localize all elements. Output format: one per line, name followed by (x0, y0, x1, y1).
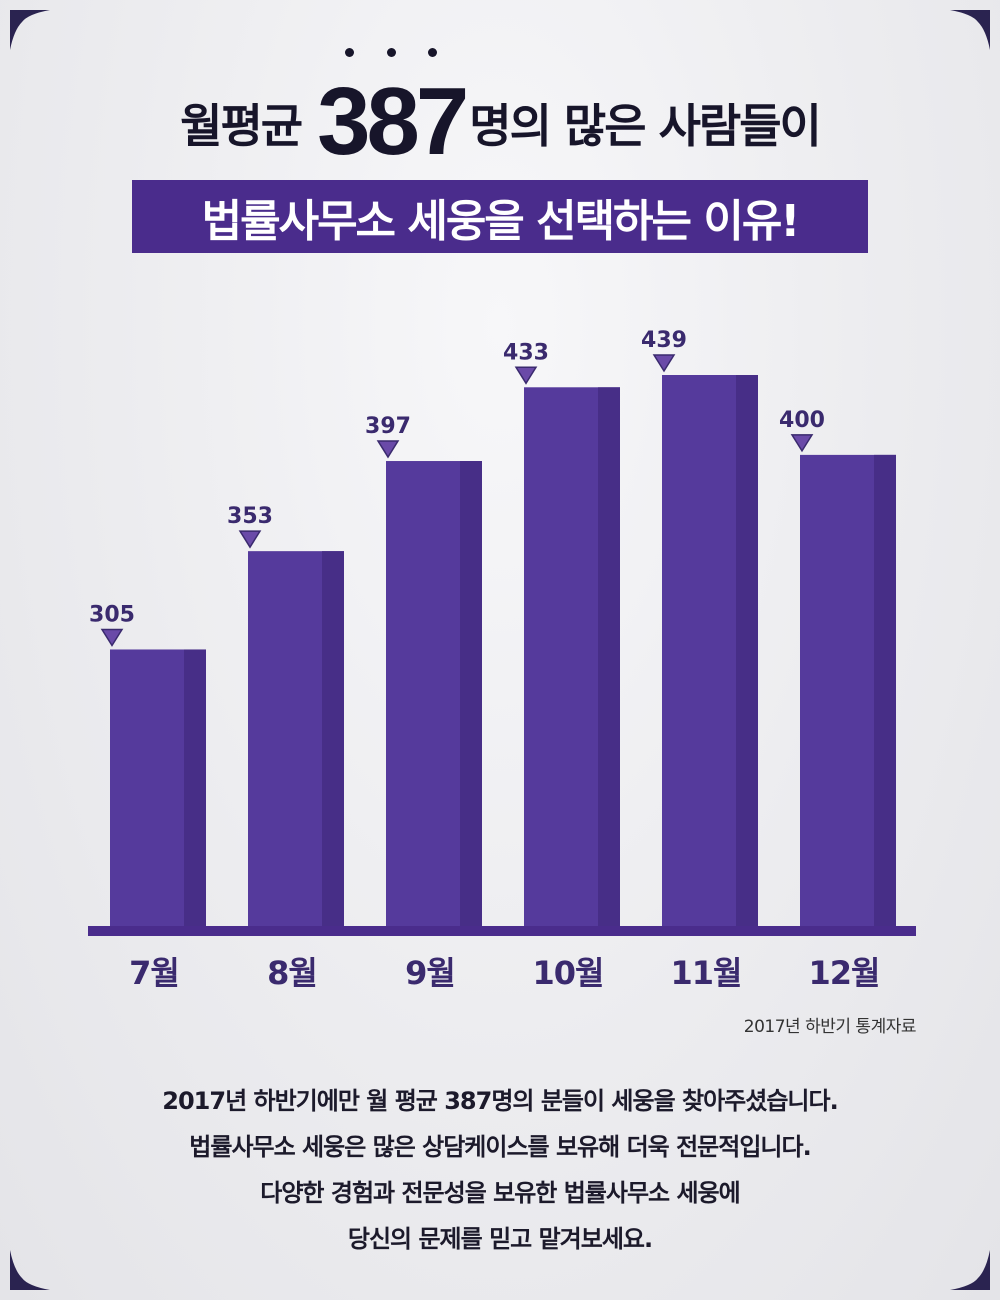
bar-shade-11월 (736, 375, 758, 926)
bar-value-label-11월: 439 (641, 328, 687, 353)
bar-shade-9월 (460, 461, 482, 926)
description-line-2: 법률사무소 세웅은 많은 상담케이스를 보유해 더욱 전문적입니다. (189, 1133, 811, 1161)
description-line-3: 다양한 경험과 전문성을 보유한 법률사무소 세웅에 (260, 1179, 740, 1207)
bar-value-label-12월: 400 (779, 408, 825, 433)
monthly-visitors-bar-chart: 305 7월 353 8월 397 9월 433 10월 439 11월 400 12월 (0, 300, 1000, 1020)
category-label-9월: 9월 (405, 954, 455, 992)
bar-marker-7월 (100, 628, 124, 647)
headline-suffix: 명의 많은 사람들이 (469, 99, 822, 153)
bar-marker-9월 (376, 440, 400, 459)
category-label-8월: 8월 (267, 954, 317, 992)
reason-banner: 법률사무소 세웅을 선택하는 이유! (132, 180, 868, 253)
source-note: 2017년 하반기 통계자료 (743, 1017, 917, 1037)
x-axis-baseline (88, 926, 916, 936)
headline-prefix: 월평균 (180, 99, 303, 153)
description-line-4: 당신의 문제를 믿고 맡겨보세요. (347, 1225, 653, 1253)
bar-shade-12월 (874, 454, 896, 926)
bar-shade-8월 (322, 551, 344, 926)
emphasis-dots (317, 48, 465, 58)
category-label-12월: 12월 (809, 954, 880, 992)
bar-marker-12월 (790, 434, 814, 453)
bar-shade-7월 (184, 649, 206, 926)
bar-marker-8월 (238, 530, 262, 549)
headline-average-number-text: 387 (317, 68, 469, 175)
category-label-7월: 7월 (129, 954, 179, 992)
bar-marker-11월 (652, 354, 676, 373)
headline-average-number: 387 (317, 48, 469, 170)
corner-ornament-top-right (948, 8, 992, 52)
bar-value-label-7월: 305 (89, 602, 135, 627)
corner-ornament-bottom-left (8, 1248, 52, 1292)
corner-ornament-bottom-right (948, 1248, 992, 1292)
category-label-10월: 10월 (533, 954, 604, 992)
corner-ornament-top-left (8, 8, 52, 52)
bar-value-label-9월: 397 (365, 414, 411, 439)
bar-value-label-8월: 353 (227, 504, 273, 529)
description: 2017년 하반기에만 월 평균 387명의 분들이 세웅을 찾아주셨습니다. … (0, 1078, 1000, 1262)
description-line-1: 2017년 하반기에만 월 평균 387명의 분들이 세웅을 찾아주셨습니다. (162, 1087, 838, 1115)
bar-marker-10월 (514, 366, 538, 385)
bar-shade-10월 (598, 387, 620, 926)
category-label-11월: 11월 (671, 954, 742, 992)
bar-value-label-10월: 433 (503, 340, 549, 365)
headline: 월평균 387 명의 많은 사람들이 (0, 48, 1000, 170)
